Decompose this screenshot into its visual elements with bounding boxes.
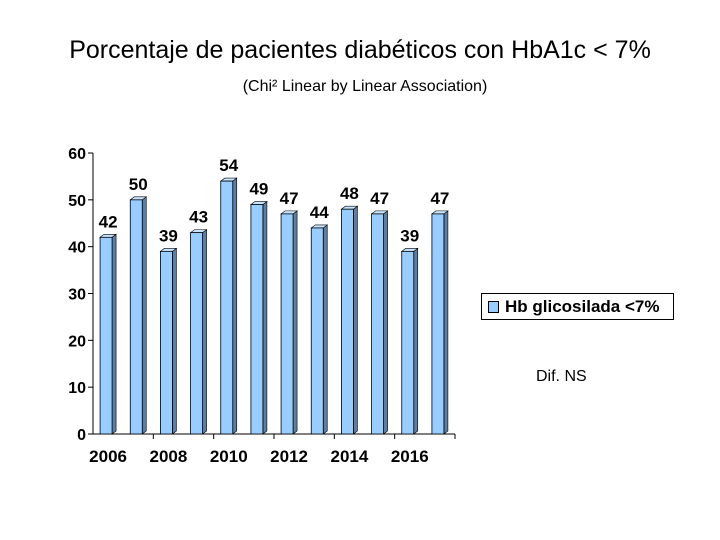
x-tick-label: 2016 — [391, 447, 429, 466]
bar-side — [262, 200, 268, 435]
bar — [310, 227, 324, 435]
bar-value-label: 54 — [219, 156, 238, 175]
bar-side — [172, 247, 177, 435]
bar-value-label: 47 — [370, 189, 389, 208]
y-tick-label: 0 — [77, 427, 86, 444]
bar-value-label: 44 — [310, 203, 329, 222]
x-tick-label: 2008 — [150, 447, 188, 466]
bar-side — [202, 229, 207, 435]
bar-value-label: 47 — [280, 189, 299, 208]
bar-side — [353, 205, 358, 435]
bar — [250, 204, 264, 435]
bar — [280, 213, 294, 435]
legend-swatch — [488, 300, 499, 313]
bar-value-label: 48 — [340, 184, 359, 203]
legend-label: Hb glicosilada <7% — [505, 296, 660, 316]
bar — [431, 213, 445, 435]
chart-subtitle: (Chi² Linear by Linear Association) — [242, 78, 488, 95]
bar — [220, 180, 234, 435]
y-tick-label: 30 — [68, 287, 86, 304]
y-tick-label: 60 — [68, 146, 86, 163]
bar — [371, 213, 384, 435]
x-tick-label: 2006 — [89, 447, 127, 466]
bar-value-label: 49 — [249, 180, 268, 199]
bar-side — [383, 210, 388, 435]
bar-side — [443, 210, 449, 435]
bar — [99, 236, 113, 435]
bar-value-label: 42 — [99, 212, 118, 231]
y-tick-label: 50 — [68, 193, 86, 210]
legend: Hb glicosilada <7% — [481, 293, 674, 320]
chart-title: Porcentaje de pacientes diabéticos con H… — [69, 36, 651, 64]
bar-side — [141, 196, 147, 435]
bar-value-label: 43 — [189, 208, 208, 227]
bar-side — [232, 177, 238, 435]
x-tick-label: 2014 — [331, 447, 369, 466]
bar-side — [292, 210, 298, 435]
bar-side — [322, 224, 328, 435]
y-tick-label: 10 — [68, 380, 86, 397]
x-tick-label: 2010 — [210, 447, 248, 466]
bar — [190, 232, 203, 435]
bar — [160, 250, 173, 435]
bar-side — [413, 247, 419, 435]
bar-value-label: 39 — [159, 226, 178, 245]
x-tick-label: 2012 — [270, 447, 308, 466]
bar — [401, 250, 415, 435]
y-tick-label: 40 — [68, 240, 86, 257]
bar-side — [111, 233, 117, 435]
significance-note: Dif. NS — [536, 368, 587, 385]
y-tick-label: 20 — [68, 333, 86, 350]
bar-value-label: 50 — [129, 175, 148, 194]
bar — [129, 199, 143, 435]
bar-value-label: 39 — [400, 226, 419, 245]
bar-value-label: 47 — [430, 189, 449, 208]
bar — [341, 208, 354, 435]
